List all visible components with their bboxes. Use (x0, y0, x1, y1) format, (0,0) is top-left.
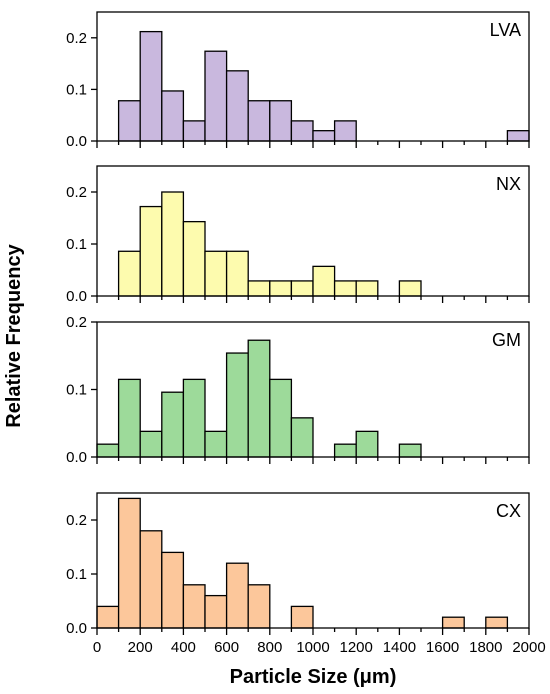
bar-lva-1100 (333, 120, 357, 142)
y-tick-label: 0.0 (66, 449, 87, 466)
bar-lva-600 (225, 70, 249, 142)
bar-nx-1100 (333, 280, 357, 297)
bar-gm-400 (182, 378, 206, 458)
bar-gm-100 (117, 378, 141, 458)
bar-nx-700 (247, 280, 271, 297)
bar-gm-1100 (333, 443, 357, 458)
y-tick-label: 0.0 (66, 133, 87, 150)
x-tick-label: 400 (171, 639, 196, 656)
x-tick-label: 1800 (469, 639, 502, 656)
x-tick-label: 0 (93, 639, 101, 656)
bar-cx-100 (117, 497, 141, 629)
y-tick-label: 0.0 (66, 620, 87, 637)
bar-nx-400 (182, 220, 206, 297)
bar-nx-1400 (398, 280, 422, 297)
bar-gm-700 (247, 339, 271, 458)
x-tick-label: 200 (128, 639, 153, 656)
x-tick-label: 1000 (296, 639, 329, 656)
bar-gm-200 (139, 430, 163, 458)
bar-lva-400 (182, 120, 206, 142)
bar-cx-500 (204, 594, 228, 629)
bar-lva-200 (139, 30, 163, 142)
panel-lva: 0.0 0.1 0.2 LVA (66, 11, 530, 150)
x-axis-labels: 0 200 400 600 800 1000 1200 1400 1600 1800 2000 (93, 639, 546, 656)
histogram-panels: 0.0 0.1 0.2 LVA 0.0 0.1 0.2 NX 0.0 0.1 0.2 GM 0.0 0.1… (66, 11, 546, 656)
bar-lva-700 (247, 100, 271, 142)
bar-cx-200 (139, 530, 163, 629)
y-axis-title: Relative Frequency (3, 243, 25, 427)
panel-label: CX (496, 501, 521, 521)
panel-label: GM (492, 330, 521, 350)
x-tick-label: 1400 (383, 639, 416, 656)
bar-lva-500 (204, 50, 228, 142)
panel-label: NX (496, 174, 521, 194)
bar-nx-900 (290, 280, 314, 297)
x-axis-title: Particle Size (μm) (230, 666, 397, 688)
bar-lva-800 (269, 100, 293, 142)
y-tick-label: 0.1 (66, 236, 87, 253)
panel-nx: 0.0 0.1 0.2 NX (66, 165, 530, 305)
y-tick-label: 0.2 (66, 184, 87, 201)
bar-nx-200 (139, 205, 163, 297)
bar-lva-1900 (506, 130, 530, 142)
x-tick-label: 2000 (512, 639, 545, 656)
y-tick-label: 0.0 (66, 288, 87, 305)
bar-nx-1200 (355, 280, 379, 297)
bar-gm-800 (269, 378, 293, 458)
y-tick-label: 0.2 (66, 30, 87, 47)
x-tick-label: 800 (257, 639, 282, 656)
bar-gm-500 (204, 430, 228, 458)
bar-cx-900 (290, 605, 314, 629)
bar-nx-800 (269, 280, 293, 297)
bar-cx-0 (96, 605, 120, 629)
panel-gm: 0.0 0.1 0.2 GM (66, 314, 530, 466)
bar-cx-600 (225, 562, 249, 629)
bar-nx-1000 (312, 265, 336, 297)
x-tick-label: 600 (214, 639, 239, 656)
y-tick-label: 0.2 (66, 512, 87, 529)
bar-gm-0 (96, 443, 120, 458)
bar-gm-900 (290, 417, 314, 458)
bar-nx-500 (204, 250, 228, 297)
panel-cx: 0.0 0.1 0.2 CX (66, 492, 530, 637)
bar-cx-700 (247, 584, 271, 629)
panel-label: LVA (490, 20, 521, 40)
y-tick-label: 0.2 (66, 314, 87, 331)
x-tick-label: 1200 (340, 639, 373, 656)
x-tick-label: 1600 (426, 639, 459, 656)
bar-cx-1600 (441, 616, 465, 629)
bar-lva-100 (117, 100, 141, 142)
bar-lva-1000 (312, 130, 336, 142)
y-tick-label: 0.1 (66, 382, 87, 399)
bar-gm-600 (225, 352, 249, 458)
bar-nx-300 (161, 191, 185, 297)
bar-cx-300 (161, 551, 185, 629)
bar-gm-300 (161, 391, 185, 458)
bar-nx-600 (225, 250, 249, 297)
y-tick-label: 0.1 (66, 81, 87, 98)
bar-lva-900 (290, 120, 314, 142)
bar-cx-400 (182, 584, 206, 629)
bar-nx-100 (117, 250, 141, 297)
bar-lva-300 (161, 90, 185, 142)
bar-gm-1400 (398, 443, 422, 458)
bar-cx-1800 (485, 616, 509, 629)
bar-gm-1200 (355, 430, 379, 458)
y-tick-label: 0.1 (66, 566, 87, 583)
